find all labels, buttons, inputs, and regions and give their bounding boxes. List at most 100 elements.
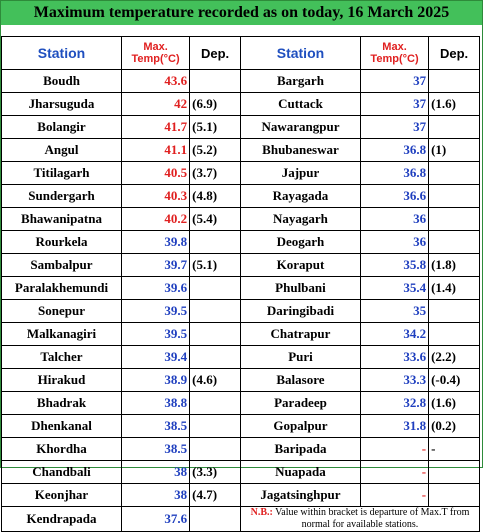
temperature-table: Station Max. Temp(°C) Dep. Station Max. … bbox=[1, 36, 481, 532]
departure-value bbox=[428, 322, 480, 346]
max-temp-value: 38.5 bbox=[120, 414, 191, 438]
max-temp-value: 38 bbox=[120, 460, 191, 484]
departure-value: (0.2) bbox=[428, 414, 480, 438]
departure-value: (5.1) bbox=[189, 115, 241, 139]
station-name: Kendrapada bbox=[1, 506, 122, 532]
table-row: Keonjhar 38 (4.7) Jagatsinghpur - bbox=[1, 483, 480, 507]
station-name: Nayagarh bbox=[239, 207, 361, 231]
table-row: Boudh 43.6 Bargarh 37 bbox=[1, 69, 480, 93]
max-temp-value: 36 bbox=[359, 207, 430, 231]
station-name: Khordha bbox=[1, 437, 122, 461]
header-row: Station Max. Temp(°C) Dep. Station Max. … bbox=[1, 36, 480, 70]
departure-value bbox=[428, 460, 480, 484]
max-temp-value: 38.5 bbox=[120, 437, 191, 461]
departure-value: (4.7) bbox=[189, 483, 241, 507]
departure-value: (2.2) bbox=[428, 345, 480, 369]
station-name: Chandbali bbox=[1, 460, 122, 484]
station-name: Bolangir bbox=[1, 115, 122, 139]
report-title: Maximum temperature recorded as on today… bbox=[1, 1, 482, 25]
table-row: Malkanagiri 39.5 Chatrapur 34.2 bbox=[1, 322, 480, 346]
departure-value bbox=[189, 322, 241, 346]
table-body: Boudh 43.6 Bargarh 37 Jharsuguda 42 (6.9) Cutta… bbox=[1, 69, 481, 532]
header-dep-right: Dep. bbox=[428, 36, 480, 70]
station-name: Gopalpur bbox=[239, 414, 361, 438]
departure-value bbox=[189, 276, 241, 300]
table-row: Bhawanipatna 40.2 (5.4) Nayagarh 36 bbox=[1, 207, 480, 231]
max-temp-value: 42 bbox=[120, 92, 191, 116]
departure-value bbox=[428, 299, 480, 323]
departure-value bbox=[189, 345, 241, 369]
departure-value bbox=[428, 483, 480, 507]
station-name: Baripada bbox=[239, 437, 361, 461]
departure-value bbox=[189, 437, 241, 461]
max-temp-value: 37 bbox=[359, 69, 430, 93]
station-name: Daringibadi bbox=[239, 299, 361, 323]
departure-value bbox=[428, 184, 480, 208]
station-name: Bhadrak bbox=[1, 391, 122, 415]
header-max-line1: Max. bbox=[143, 41, 168, 53]
departure-value bbox=[428, 207, 480, 231]
departure-value bbox=[189, 299, 241, 323]
header-station-right: Station bbox=[239, 36, 361, 70]
max-temp-value: 33.3 bbox=[359, 368, 430, 392]
max-temp-value: 37.6 bbox=[120, 506, 191, 532]
max-temp-value: - bbox=[359, 483, 430, 507]
departure-value bbox=[189, 506, 241, 532]
departure-value: (5.1) bbox=[189, 253, 241, 277]
departure-value: (5.2) bbox=[189, 138, 241, 162]
max-temp-value: 39.5 bbox=[120, 322, 191, 346]
station-name: Rayagada bbox=[239, 184, 361, 208]
header-max-temp-right: Max. Temp(°C) bbox=[359, 36, 430, 70]
departure-value bbox=[189, 230, 241, 254]
header-dep-left: Dep. bbox=[189, 36, 241, 70]
table-row: Sundergarh 40.3 (4.8) Rayagada 36.6 bbox=[1, 184, 480, 208]
table-row: Sambalpur 39.7 (5.1) Koraput 35.8 (1.8) bbox=[1, 253, 480, 277]
header-max-line1: Max. bbox=[382, 41, 407, 53]
departure-value bbox=[428, 69, 480, 93]
departure-value: (6.9) bbox=[189, 92, 241, 116]
departure-value bbox=[189, 69, 241, 93]
station-name: Deogarh bbox=[239, 230, 361, 254]
station-name: Hirakud bbox=[1, 368, 122, 392]
footnote: N.B.: Value within bracket is departure … bbox=[239, 506, 481, 532]
max-temp-value: 39.7 bbox=[120, 253, 191, 277]
departure-value bbox=[428, 161, 480, 185]
station-name: Puri bbox=[239, 345, 361, 369]
departure-value: (1.8) bbox=[428, 253, 480, 277]
table-row: Angul 41.1 (5.2) Bhubaneswar 36.8 (1) bbox=[1, 138, 480, 162]
station-name: Nuapada bbox=[239, 460, 361, 484]
max-temp-value: 36 bbox=[359, 230, 430, 254]
station-name: Paralakhemundi bbox=[1, 276, 122, 300]
station-name: Koraput bbox=[239, 253, 361, 277]
header-station-left: Station bbox=[1, 36, 122, 70]
station-name: Phulbani bbox=[239, 276, 361, 300]
table-row: Kendrapada 37.6 N.B.: Value within bracket… bbox=[1, 506, 481, 532]
departure-value: (3.3) bbox=[189, 460, 241, 484]
table-row: Chandbali 38 (3.3) Nuapada - bbox=[1, 460, 480, 484]
station-name: Balasore bbox=[239, 368, 361, 392]
max-temp-value: 41.1 bbox=[120, 138, 191, 162]
departure-value: (4.8) bbox=[189, 184, 241, 208]
max-temp-value: 41.7 bbox=[120, 115, 191, 139]
departure-value bbox=[428, 115, 480, 139]
max-temp-value: - bbox=[359, 460, 430, 484]
table-row: Bolangir 41.7 (5.1) Nawarangpur 37 bbox=[1, 115, 480, 139]
departure-value: (1.4) bbox=[428, 276, 480, 300]
max-temp-value: 37 bbox=[359, 115, 430, 139]
departure-value: (4.6) bbox=[189, 368, 241, 392]
station-name: Chatrapur bbox=[239, 322, 361, 346]
table-row: Paralakhemundi 39.6 Phulbani 35.4 (1.4) bbox=[1, 276, 480, 300]
max-temp-value: - bbox=[359, 437, 430, 461]
table-row: Jharsuguda 42 (6.9) Cuttack 37 (1.6) bbox=[1, 92, 480, 116]
header-max-temp-left: Max. Temp(°C) bbox=[120, 36, 191, 70]
header-max-line2: Temp(°C) bbox=[370, 53, 419, 65]
station-name: Sundergarh bbox=[1, 184, 122, 208]
table-row: Sonepur 39.5 Daringibadi 35 bbox=[1, 299, 480, 323]
table-row: Bhadrak 38.8 Paradeep 32.8 (1.6) bbox=[1, 391, 480, 415]
max-temp-value: 34.2 bbox=[359, 322, 430, 346]
table-row: Dhenkanal 38.5 Gopalpur 31.8 (0.2) bbox=[1, 414, 480, 438]
footnote-text: Value within bracket is departure of Max… bbox=[275, 507, 470, 531]
max-temp-value: 35.8 bbox=[359, 253, 430, 277]
max-temp-value: 39.6 bbox=[120, 276, 191, 300]
departure-value: (1.6) bbox=[428, 391, 480, 415]
